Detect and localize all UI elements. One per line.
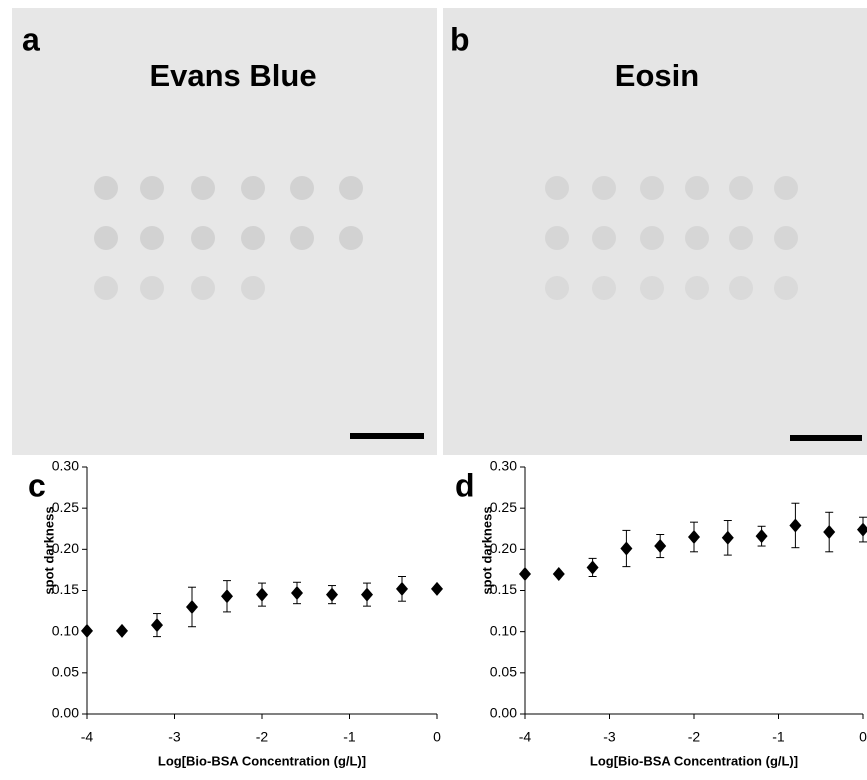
- x-tick-label: -1: [343, 729, 356, 745]
- x-tick-label: -2: [688, 729, 701, 745]
- y-tick-label: 0.00: [490, 705, 517, 721]
- panel-label: a: [22, 21, 40, 57]
- spot: [191, 176, 215, 200]
- y-tick-label: 0.30: [490, 458, 517, 474]
- y-tick-label: 0.20: [490, 540, 517, 556]
- marker: [256, 587, 268, 602]
- marker: [789, 518, 802, 533]
- marker: [116, 623, 128, 638]
- spot: [685, 176, 709, 200]
- marker: [823, 525, 836, 540]
- spot: [94, 226, 118, 250]
- x-tick-label: -3: [603, 729, 616, 745]
- x-tick-label: -4: [519, 729, 532, 745]
- photo-a: [12, 8, 437, 455]
- spot: [140, 226, 164, 250]
- x-tick-label: -1: [772, 729, 785, 745]
- y-tick-label: 0.05: [490, 664, 517, 680]
- x-tick-label: -4: [81, 729, 94, 745]
- y-tick-label: 0.30: [52, 458, 79, 474]
- marker: [151, 618, 163, 633]
- y-tick-label: 0.10: [490, 622, 517, 638]
- panel-label: d: [455, 467, 475, 503]
- marker: [221, 589, 233, 604]
- spot: [774, 226, 798, 250]
- spot: [545, 176, 569, 200]
- spot: [94, 176, 118, 200]
- y-tick-label: 0.25: [52, 499, 79, 515]
- x-axis-title: Log[Bio-BSA Concentration (g/L)]: [590, 753, 798, 768]
- scale-bar: [350, 433, 424, 439]
- marker: [755, 529, 768, 544]
- spot: [241, 176, 265, 200]
- spot: [140, 276, 164, 300]
- spot: [241, 276, 265, 300]
- spot: [191, 226, 215, 250]
- y-tick-label: 0.15: [52, 581, 79, 597]
- spot: [290, 176, 314, 200]
- spot: [774, 176, 798, 200]
- spot: [290, 226, 314, 250]
- x-axis-title: Log[Bio-BSA Concentration (g/L)]: [158, 753, 366, 768]
- marker: [291, 585, 303, 600]
- spot: [545, 276, 569, 300]
- panel-label: b: [450, 21, 470, 57]
- spot: [339, 176, 363, 200]
- spot: [339, 226, 363, 250]
- marker: [721, 530, 734, 545]
- spot: [729, 276, 753, 300]
- marker: [186, 599, 198, 614]
- marker: [396, 581, 408, 596]
- spot: [592, 276, 616, 300]
- spot: [140, 176, 164, 200]
- spot: [592, 226, 616, 250]
- marker: [361, 587, 373, 602]
- y-axis-title: spot darkness: [41, 506, 56, 594]
- marker: [81, 623, 93, 638]
- panel-label: c: [28, 467, 46, 503]
- spot: [729, 176, 753, 200]
- y-tick-label: 0.05: [52, 664, 79, 680]
- y-tick-label: 0.25: [490, 499, 517, 515]
- spot: [191, 276, 215, 300]
- spot: [640, 276, 664, 300]
- spot: [640, 176, 664, 200]
- marker: [688, 529, 700, 544]
- marker: [620, 541, 633, 556]
- marker: [857, 522, 867, 537]
- marker: [326, 587, 338, 602]
- y-tick-label: 0.10: [52, 622, 79, 638]
- marker: [654, 539, 667, 554]
- y-tick-label: 0.20: [52, 540, 79, 556]
- x-tick-label: -2: [256, 729, 269, 745]
- spot: [685, 226, 709, 250]
- spot: [592, 176, 616, 200]
- scale-bar: [790, 435, 862, 441]
- marker: [552, 567, 565, 582]
- photo-title: Evans Blue: [149, 58, 316, 93]
- photo-title: Eosin: [615, 58, 699, 93]
- spot: [774, 276, 798, 300]
- x-tick-label: 0: [433, 729, 441, 745]
- spot: [729, 226, 753, 250]
- spot: [545, 226, 569, 250]
- spot: [685, 276, 709, 300]
- y-tick-label: 0.15: [490, 581, 517, 597]
- y-tick-label: 0.00: [52, 705, 79, 721]
- marker: [586, 560, 599, 575]
- spot: [640, 226, 664, 250]
- x-tick-label: -3: [168, 729, 181, 745]
- marker: [431, 581, 443, 596]
- spot: [94, 276, 118, 300]
- spot: [241, 226, 265, 250]
- y-axis-title: spot darkness: [479, 506, 494, 594]
- marker: [519, 567, 531, 582]
- x-tick-label: 0: [859, 729, 867, 745]
